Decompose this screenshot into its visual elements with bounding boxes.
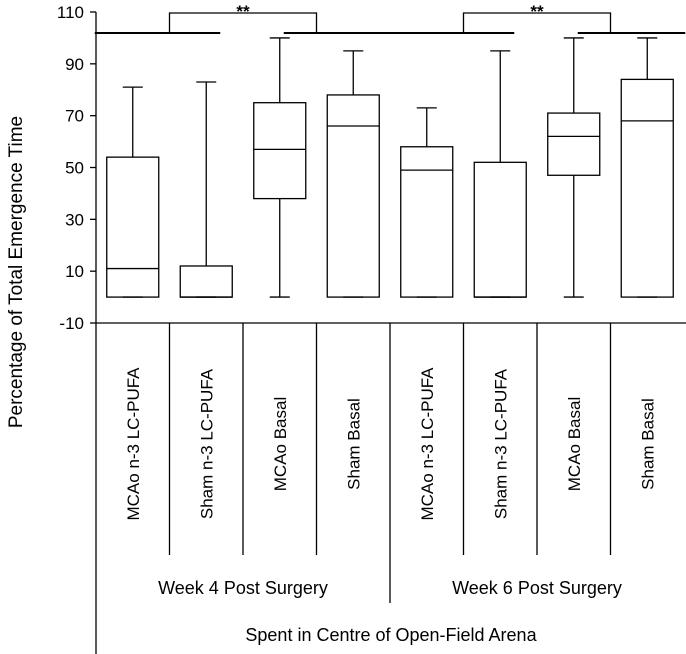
iqr-box <box>179 265 233 298</box>
iqr-box <box>400 146 454 298</box>
iqr-box <box>620 78 674 298</box>
iqr-box <box>547 112 601 176</box>
category-label: Sham n-3 LC-PUFA <box>197 368 216 519</box>
box-8 <box>620 37 674 298</box>
iqr-box <box>106 156 160 298</box>
significance-2: ** <box>388 2 686 34</box>
category-label: MCAo n-3 LC-PUFA <box>418 367 437 521</box>
box-2 <box>179 81 233 298</box>
y-axis-label: Percentage of Total Emergence Time <box>6 116 27 428</box>
iqr-box <box>326 94 380 298</box>
category-label: MCAo Basal <box>271 397 290 491</box>
box-1 <box>106 86 160 298</box>
x-axis-label: Spent in Centre of Open-Field Arena <box>245 625 537 645</box>
y-tick-label: 30 <box>65 210 84 229</box>
y-tick-label: 50 <box>65 159 84 178</box>
y-tick-label: 70 <box>65 107 84 126</box>
category-label: Sham Basal <box>344 398 363 490</box>
significance-brackets: ** ** <box>94 2 686 34</box>
box-3 <box>253 37 307 298</box>
axes: 110 90 70 50 30 10 -10 <box>57 3 686 333</box>
category-label: MCAo n-3 LC-PUFA <box>124 367 143 521</box>
significance-label: ** <box>236 2 250 21</box>
group-label: Week 6 Post Surgery <box>452 578 622 598</box>
category-axis: MCAo n-3 LC-PUFA Sham n-3 LC-PUFA MCAo Bas… <box>95 323 657 654</box>
bracket <box>462 12 612 33</box>
significance-label: ** <box>530 2 544 21</box>
category-label: MCAo Basal <box>565 397 584 491</box>
box-6 <box>473 50 527 298</box>
bracket <box>168 12 318 33</box>
category-label: Sham Basal <box>638 398 657 490</box>
y-tick-label: 110 <box>57 3 84 22</box>
box-4 <box>326 50 380 298</box>
group-label: Week 4 Post Surgery <box>158 578 328 598</box>
box-plots <box>106 37 674 298</box>
box-5 <box>400 107 454 298</box>
category-label: Sham n-3 LC-PUFA <box>491 368 510 519</box>
y-tick-label: -10 <box>59 314 84 333</box>
iqr-box <box>473 161 527 298</box>
y-tick-label: 10 <box>65 262 84 281</box>
y-tick-label: 90 <box>65 55 84 74</box>
box-7 <box>547 37 601 298</box>
iqr-box <box>253 102 307 200</box>
significance-1: ** <box>94 2 392 34</box>
